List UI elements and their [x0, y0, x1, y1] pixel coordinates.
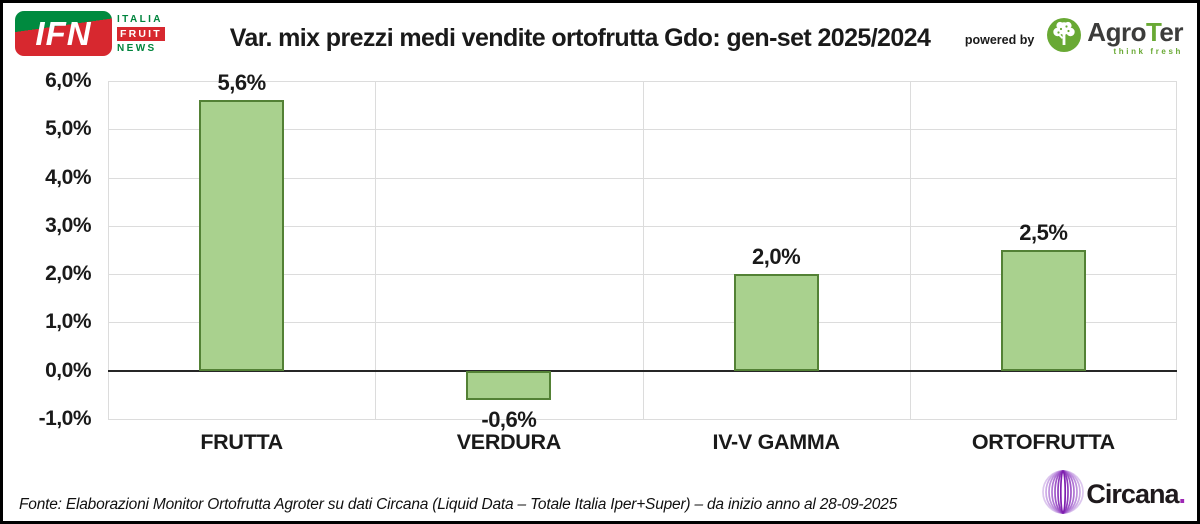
y-tick-label: 4,0%	[45, 165, 91, 189]
x-axis: FRUTTA VERDURA IV-V GAMMA ORTOFRUTTA	[108, 430, 1177, 460]
h-gridline	[108, 419, 1177, 420]
ifn-badge: IFN	[15, 11, 112, 56]
bar-value-label: 5,6%	[217, 70, 267, 96]
y-tick-label: 3,0%	[45, 213, 91, 237]
circana-logo: Circana.	[1042, 469, 1186, 520]
plot-area: 5,6% -0,6% 2,0% 2,5%	[108, 70, 1177, 432]
circana-rings-icon	[1042, 469, 1085, 520]
bar-verdura	[466, 370, 552, 400]
powered-by-label: powered by	[964, 33, 1035, 47]
zero-axis-line	[108, 369, 1177, 372]
y-tick-label: 6,0%	[45, 69, 91, 92]
agroter-wordmark: AgroTer think fresh	[1087, 19, 1183, 56]
x-category-label: ORTOFRUTTA	[971, 430, 1115, 454]
v-gridline	[375, 81, 377, 419]
bar-value-label: 2,5%	[1019, 220, 1068, 245]
ifn-abbr: IFN	[35, 14, 92, 52]
bar-iv-v-gamma	[733, 274, 819, 371]
source-note: Fonte: Elaborazioni Monitor Ortofrutta A…	[19, 496, 898, 513]
ifn-logo: IFN ITALIA FRUIT NEWS	[15, 11, 165, 56]
v-gridline	[909, 81, 911, 419]
circana-name: Circana.	[1086, 479, 1186, 509]
powered-by-block: powered by	[965, 17, 1183, 58]
bar-value-label: -0,6%	[481, 406, 537, 432]
y-tick-label: 1,0%	[45, 310, 91, 334]
ifn-line-fruit: FRUIT	[117, 26, 165, 41]
y-tick-label: -1,0%	[38, 407, 92, 430]
bar-ortofrutta	[1000, 250, 1086, 371]
v-gridline	[1176, 81, 1177, 419]
v-gridline	[108, 81, 109, 419]
x-category-label: IV-V GAMMA	[712, 430, 841, 454]
bar-frutta	[199, 100, 285, 371]
ifn-line-italia: ITALIA	[117, 13, 163, 25]
bar-value-label: 2,0%	[752, 244, 801, 270]
x-category-label: FRUTTA	[200, 430, 283, 454]
y-axis: 6,0% 5,0% 4,0% 3,0% 2,0% 1,0% 0,0% -1,0%	[3, 69, 99, 430]
ifn-line-news: NEWS	[117, 42, 157, 54]
y-tick-label: 0,0%	[45, 358, 91, 382]
v-gridline	[642, 81, 644, 419]
y-tick-label: 5,0%	[45, 117, 91, 141]
agroter-logo: AgroTer think fresh	[1046, 17, 1183, 58]
agroter-tree-icon	[1046, 17, 1082, 58]
agroter-tagline: think fresh	[1113, 47, 1183, 56]
y-tick-label: 2,0%	[45, 262, 91, 286]
ifn-wordmark: ITALIA FRUIT NEWS	[117, 14, 165, 54]
x-category-label: VERDURA	[456, 430, 562, 454]
agroter-name: AgroTer	[1087, 17, 1183, 47]
chart-title: Var. mix prezzi medi vendite ortofrutta …	[229, 24, 931, 52]
